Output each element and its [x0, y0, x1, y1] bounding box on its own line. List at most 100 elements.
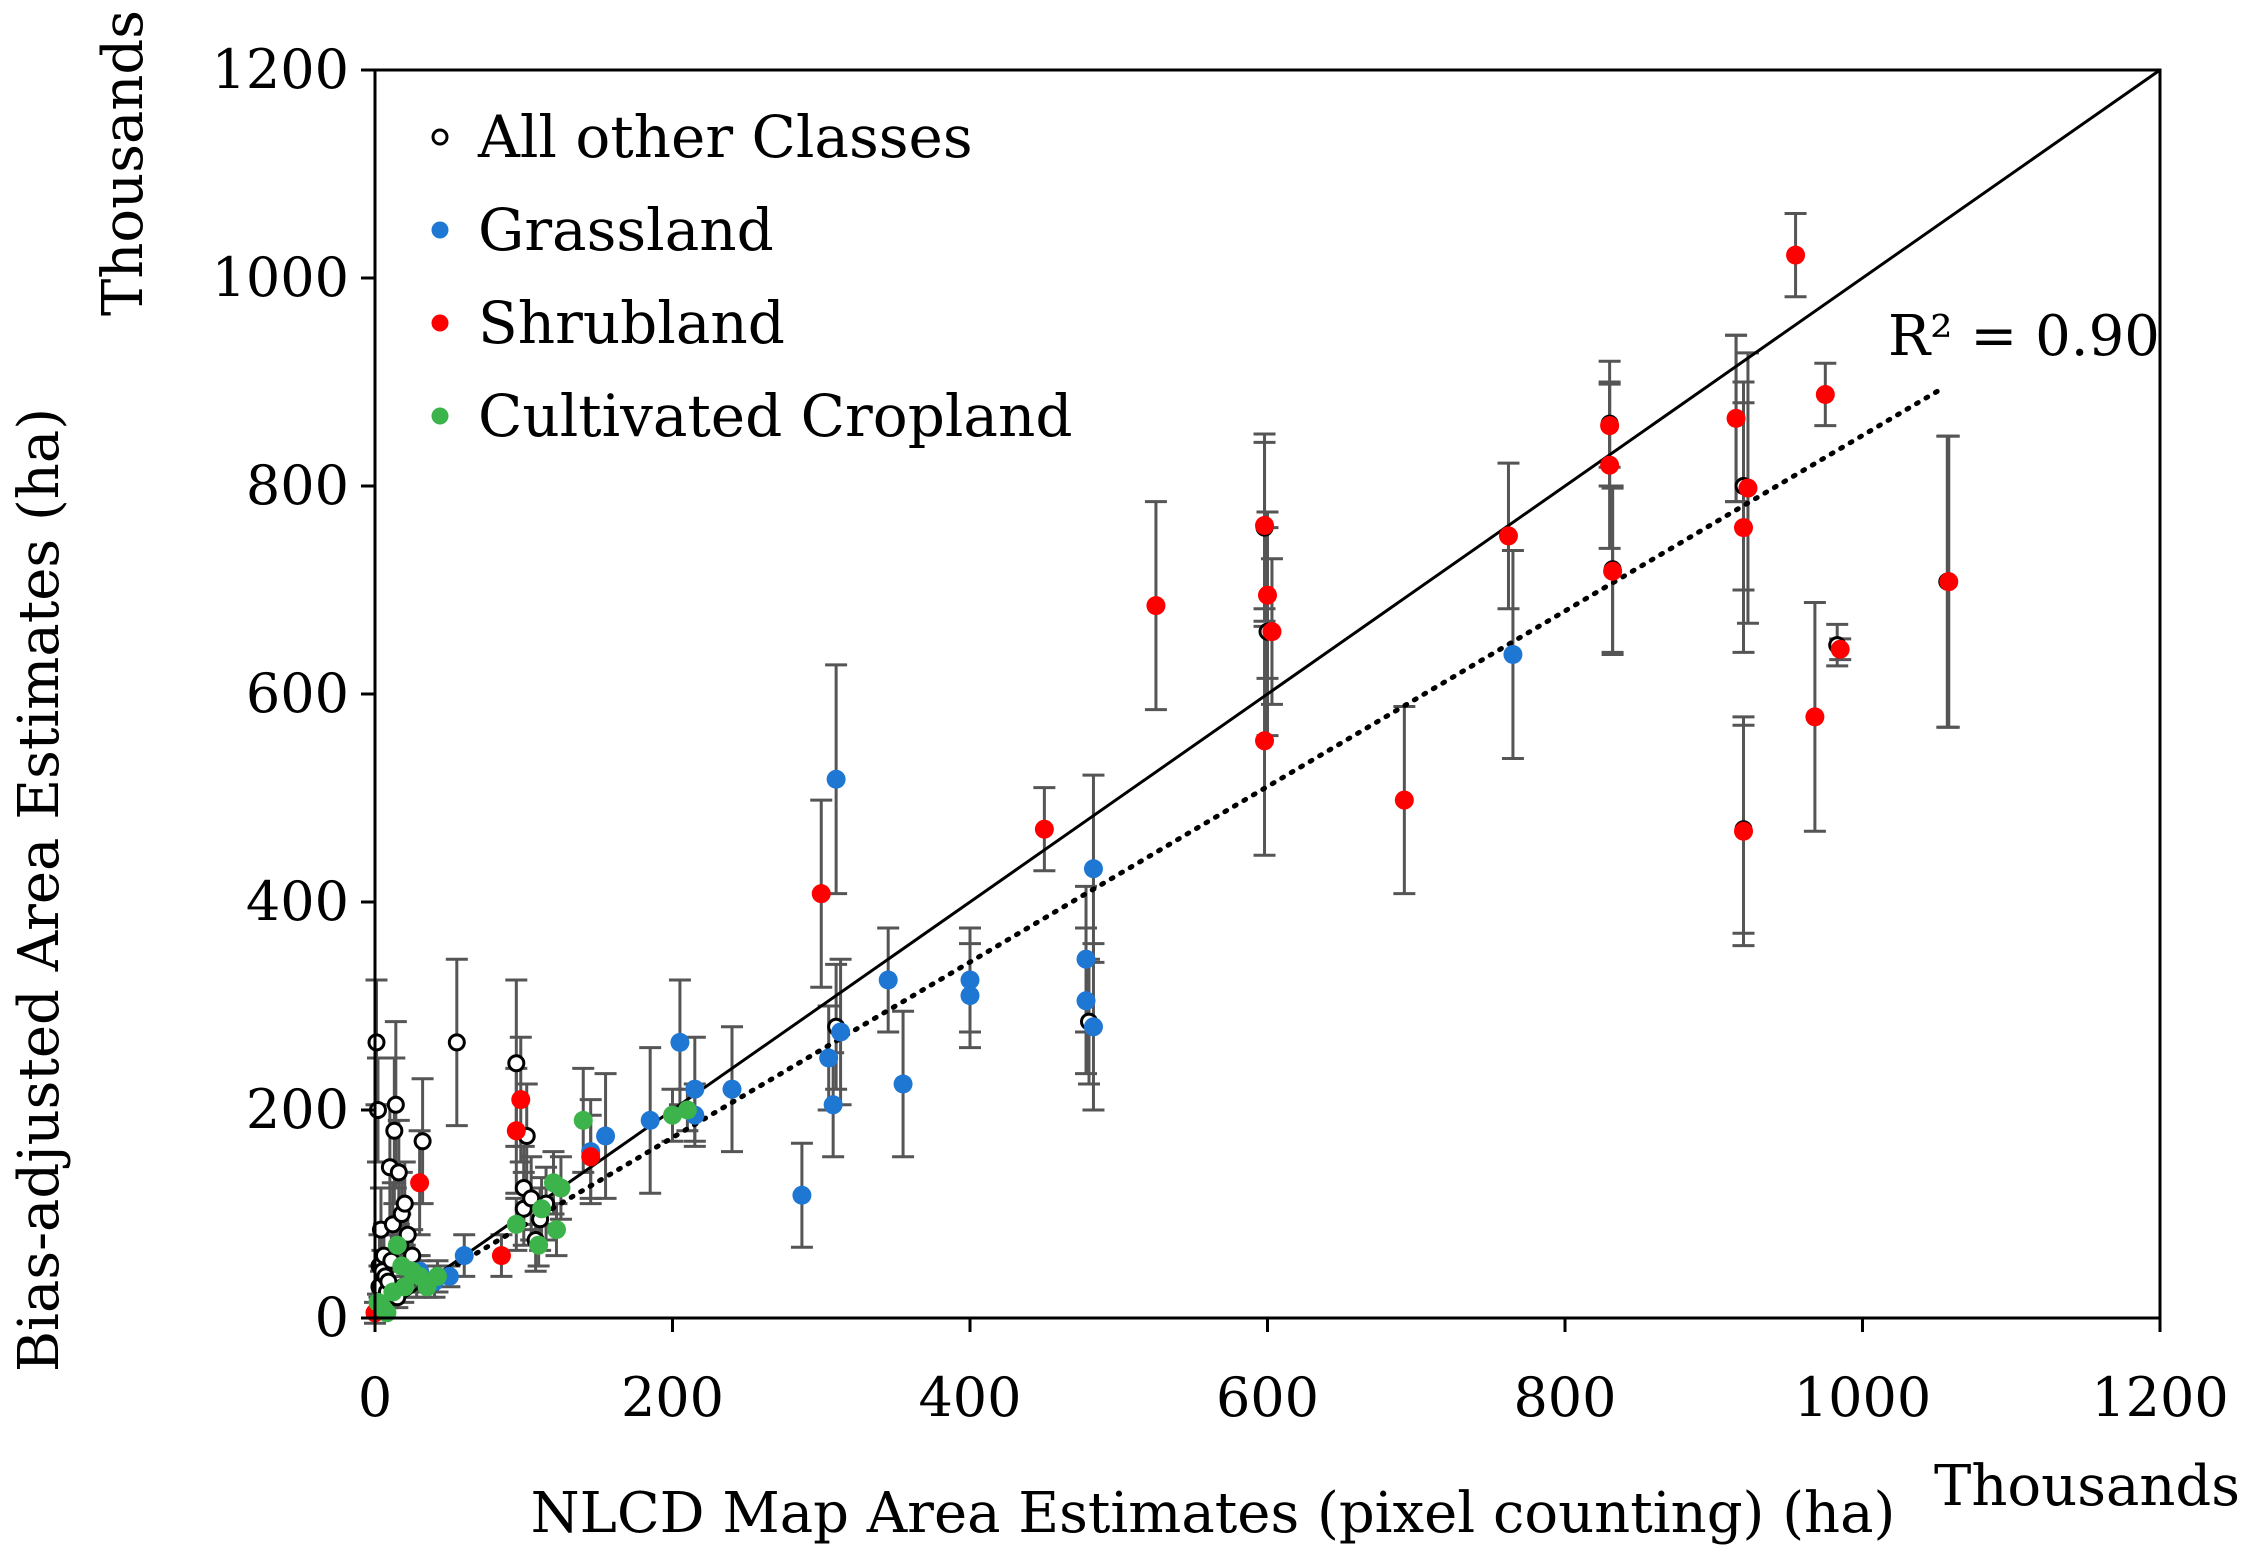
data-point-shrubland	[1146, 596, 1166, 616]
data-point-shrubland	[1738, 478, 1758, 498]
x-tick-label: 600	[1216, 1366, 1319, 1429]
data-point-other	[389, 1163, 408, 1182]
data-point-grassland	[685, 1079, 705, 1099]
x-tick-label: 0	[358, 1366, 392, 1429]
legend-label: Shrubland	[478, 289, 785, 357]
legend-marker	[431, 128, 449, 146]
data-point-other	[413, 1132, 432, 1151]
data-point-grassland	[1083, 1017, 1103, 1037]
data-point-shrubland	[1734, 821, 1753, 841]
x-tick-label: 1000	[1794, 1366, 1931, 1429]
data-point-shrubland	[1262, 622, 1282, 642]
data-point-shrubland	[1255, 516, 1275, 536]
data-point-grassland	[960, 970, 980, 990]
data-point-cultivated-cropland	[551, 1178, 571, 1198]
data-point-shrubland	[511, 1090, 531, 1110]
data-points	[365, 245, 1959, 1323]
x-tick-label: 400	[918, 1366, 1021, 1429]
data-point-shrubland	[1939, 572, 1959, 592]
series-2	[365, 245, 1959, 1323]
series-3	[368, 1100, 697, 1323]
data-point-grassland	[819, 1048, 839, 1068]
data-point-cultivated-cropland	[427, 1266, 447, 1286]
y-tick-label: 200	[246, 1078, 349, 1141]
data-point-shrubland	[1805, 707, 1825, 727]
data-point-cultivated-cropland	[395, 1277, 415, 1297]
data-point-cultivated-cropland	[546, 1220, 566, 1240]
data-point-shrubland	[1815, 384, 1835, 404]
data-point-grassland	[792, 1185, 812, 1205]
data-point-grassland	[640, 1110, 660, 1130]
data-point-other	[385, 1121, 404, 1140]
y-axis-title: Bias-adjusted Area Estimates (ha)	[7, 408, 72, 1372]
data-point-shrubland	[1600, 416, 1620, 436]
legend-marker	[431, 314, 449, 332]
data-point-cultivated-cropland	[532, 1199, 552, 1219]
data-point-grassland	[1503, 644, 1523, 664]
data-point-grassland	[1076, 991, 1096, 1011]
legend-label: Grassland	[478, 196, 774, 264]
data-point-other	[395, 1194, 414, 1213]
y-tick-label: 600	[246, 662, 349, 725]
data-point-shrubland	[581, 1147, 601, 1167]
data-point-other	[447, 1033, 466, 1052]
data-point-grassland	[826, 769, 846, 789]
y-tick-label: 1000	[212, 246, 349, 309]
legend-item: All other Classes	[431, 103, 973, 171]
x-axis-title: NLCD Map Area Estimates (pixel counting)…	[531, 1481, 1896, 1546]
data-point-grassland	[1083, 859, 1103, 879]
data-point-shrubland	[1830, 639, 1850, 659]
data-point-cultivated-cropland	[387, 1235, 407, 1255]
data-point-other	[507, 1054, 526, 1073]
legend-label: Cultivated Cropland	[478, 382, 1072, 450]
data-point-cultivated-cropland	[663, 1105, 682, 1125]
trend-line	[417, 384, 1947, 1290]
data-point-shrubland	[1603, 561, 1623, 581]
x-tick-label: 1200	[2091, 1366, 2228, 1429]
data-point-cultivated-cropland	[677, 1100, 697, 1120]
x-tick-label: 800	[1513, 1366, 1616, 1429]
data-point-grassland	[823, 1095, 843, 1115]
data-point-shrubland	[1498, 526, 1518, 546]
data-point-shrubland	[1394, 790, 1414, 810]
y-tick-label: 0	[315, 1286, 349, 1349]
data-point-shrubland	[1734, 518, 1753, 538]
x-axis-ticks: 0 200 400 600 800 1000 1200	[358, 1318, 2229, 1429]
data-point-grassland	[893, 1074, 913, 1094]
legend-item: Grassland	[431, 196, 774, 264]
legend-label: All other Classes	[477, 103, 973, 171]
data-point-shrubland	[410, 1173, 430, 1193]
data-point-shrubland	[811, 884, 831, 904]
legend-marker	[431, 407, 449, 425]
data-point-grassland	[596, 1126, 616, 1146]
data-point-shrubland	[506, 1121, 526, 1141]
data-point-cultivated-cropland	[573, 1110, 593, 1130]
y-axis-ticks: 0 200 400 600 800 1000 1200	[212, 38, 375, 1349]
data-point-cultivated-cropland	[506, 1214, 526, 1234]
data-point-other	[386, 1095, 405, 1114]
data-point-grassland	[722, 1079, 742, 1099]
data-point-grassland	[1076, 949, 1096, 969]
data-point-grassland	[878, 970, 898, 990]
data-point-shrubland	[1600, 455, 1620, 475]
y-axis-unit-label: Thousands	[91, 10, 156, 316]
legend-item: Cultivated Cropland	[431, 382, 1072, 450]
data-point-shrubland	[1726, 408, 1746, 428]
legend-item: Shrubland	[431, 289, 785, 357]
data-point-shrubland	[1255, 731, 1275, 751]
data-point-grassland	[831, 1022, 851, 1042]
x-axis-unit-label: Thousands	[1934, 1454, 2240, 1519]
legend-marker	[431, 221, 449, 239]
data-point-shrubland	[491, 1246, 511, 1266]
data-point-shrubland	[1034, 819, 1054, 839]
r-squared-annotation: R² = 0.90	[1888, 304, 2160, 369]
data-point-cultivated-cropland	[529, 1235, 549, 1255]
x-tick-label: 200	[621, 1366, 724, 1429]
data-point-grassland	[670, 1032, 690, 1052]
y-tick-label: 800	[246, 454, 349, 517]
y-tick-label: 400	[246, 870, 349, 933]
data-point-shrubland	[1786, 245, 1806, 265]
series-1	[410, 644, 1523, 1292]
